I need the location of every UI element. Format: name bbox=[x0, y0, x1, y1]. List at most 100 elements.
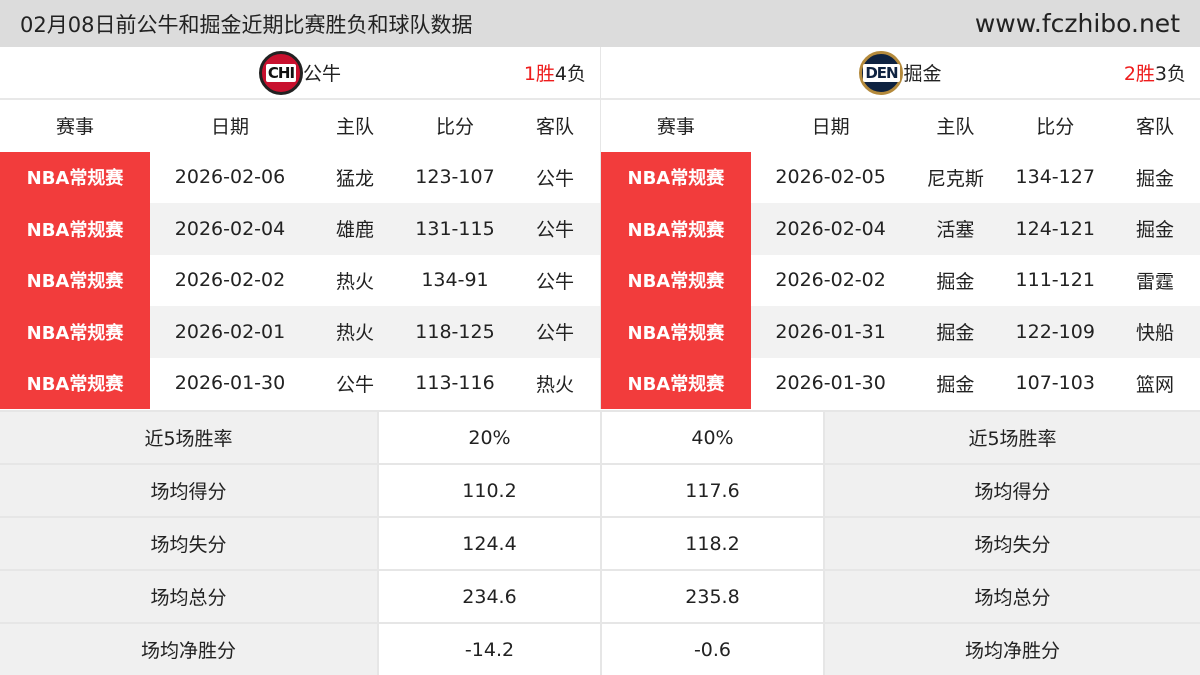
column-header: 主队 bbox=[936, 116, 975, 139]
column-header: 赛事 bbox=[55, 116, 94, 139]
home-team: 热火 bbox=[335, 322, 374, 345]
table-row: NBA常规赛 2026-01-30 公牛 113-116 热火 bbox=[0, 357, 600, 409]
stat-value-den: 117.6 bbox=[600, 465, 823, 516]
away-team: 公牛 bbox=[535, 322, 574, 345]
team-name[interactable]: 公牛 bbox=[302, 63, 341, 85]
score: 123-107 bbox=[415, 166, 495, 189]
team-logo: DEN bbox=[859, 50, 904, 95]
stats-table: 近5场胜率 20% 40% 近5场胜率 场均得分 110.2 117.6 场均得… bbox=[0, 410, 1200, 675]
title-bar: 02月08日前公牛和掘金近期比赛胜负和球队数据 www.fczhibo.net bbox=[0, 0, 1200, 47]
match-date: 2026-01-31 bbox=[775, 320, 886, 343]
stat-label: 场均总分 bbox=[823, 571, 1200, 622]
match-date: 2026-02-05 bbox=[775, 166, 886, 189]
away-team: 公牛 bbox=[535, 270, 574, 293]
score: 111-121 bbox=[1015, 269, 1095, 292]
home-team: 掘金 bbox=[936, 270, 975, 293]
wins: 2胜 bbox=[1123, 63, 1155, 85]
home-team: 活塞 bbox=[936, 219, 975, 242]
stat-value-chi: 234.6 bbox=[377, 571, 600, 622]
column-header: 比分 bbox=[435, 116, 474, 139]
stat-value-den: 118.2 bbox=[600, 518, 823, 569]
stat-value-chi: -14.2 bbox=[377, 624, 600, 675]
score: 113-116 bbox=[415, 372, 495, 395]
away-team: 公牛 bbox=[535, 167, 574, 190]
table-row: NBA常规赛 2026-01-30 掘金 107-103 篮网 bbox=[601, 357, 1200, 409]
league-badge[interactable]: NBA常规赛 bbox=[601, 254, 751, 306]
away-team: 掘金 bbox=[1136, 219, 1175, 242]
match-date: 2026-02-04 bbox=[174, 217, 286, 240]
league-badge[interactable]: NBA常规赛 bbox=[601, 151, 751, 203]
home-team: 掘金 bbox=[936, 373, 975, 396]
home-team: 尼克斯 bbox=[926, 167, 984, 190]
table-header: 赛事 日期 主队 比分 客队 bbox=[0, 100, 600, 152]
stat-value-chi: 110.2 bbox=[377, 465, 600, 516]
league-badge[interactable]: NBA常规赛 bbox=[601, 203, 751, 255]
table-row: NBA常规赛 2026-02-02 热火 134-91 公牛 bbox=[0, 254, 600, 306]
team-header: CHI 公牛 1胜4负 bbox=[0, 47, 600, 100]
table-row: NBA常规赛 2026-02-04 活塞 124-121 掘金 bbox=[601, 203, 1200, 255]
away-team: 雷霆 bbox=[1136, 270, 1175, 293]
stat-row: 场均总分 234.6 235.8 场均总分 bbox=[0, 569, 1200, 622]
losses: 3负 bbox=[1154, 63, 1186, 85]
column-header: 日期 bbox=[210, 116, 249, 139]
league-badge[interactable]: NBA常规赛 bbox=[0, 151, 150, 203]
losses: 4负 bbox=[554, 63, 586, 85]
stat-label: 场均得分 bbox=[0, 465, 377, 516]
stat-value-chi: 124.4 bbox=[377, 518, 600, 569]
match-date: 2026-02-01 bbox=[174, 320, 286, 343]
stat-value-den: 235.8 bbox=[600, 571, 823, 622]
team-record: 1胜4负 bbox=[524, 59, 586, 86]
team-header: DEN 掘金 2胜3负 bbox=[601, 47, 1200, 100]
column-header: 比分 bbox=[1036, 116, 1075, 139]
column-header: 日期 bbox=[811, 116, 850, 139]
column-header: 主队 bbox=[335, 116, 374, 139]
site-url[interactable]: www.fczhibo.net bbox=[974, 9, 1180, 38]
page-title: 02月08日前公牛和掘金近期比赛胜负和球队数据 bbox=[20, 12, 473, 37]
stat-label: 场均净胜分 bbox=[823, 624, 1200, 675]
match-date: 2026-01-30 bbox=[174, 372, 286, 395]
stat-value-chi: 20% bbox=[377, 412, 600, 463]
team-record: 2胜3负 bbox=[1124, 59, 1186, 86]
stat-label: 场均失分 bbox=[823, 518, 1200, 569]
stat-label: 场均净胜分 bbox=[0, 624, 377, 675]
score: 122-109 bbox=[1015, 320, 1095, 343]
home-team: 掘金 bbox=[936, 322, 975, 345]
stat-row: 场均净胜分 -14.2 -0.6 场均净胜分 bbox=[0, 622, 1200, 675]
stat-row: 近5场胜率 20% 40% 近5场胜率 bbox=[0, 410, 1200, 463]
stat-label: 近5场胜率 bbox=[823, 412, 1200, 463]
match-date: 2026-01-30 bbox=[775, 372, 886, 395]
team-logo: CHI bbox=[258, 50, 303, 95]
league-badge[interactable]: NBA常规赛 bbox=[0, 254, 150, 306]
stat-row: 场均得分 110.2 117.6 场均得分 bbox=[0, 463, 1200, 516]
league-badge[interactable]: NBA常规赛 bbox=[0, 357, 150, 409]
team-panel-chi: CHI 公牛 1胜4负 赛事 日期 主队 比分 客队 NBA常规赛 2026-02-06 猛龙… bbox=[0, 47, 600, 409]
table-row: NBA常规赛 2026-02-02 掘金 111-121 雷霆 bbox=[601, 254, 1200, 306]
league-badge[interactable]: NBA常规赛 bbox=[601, 357, 751, 409]
score: 124-121 bbox=[1015, 217, 1095, 240]
table-row: NBA常规赛 2026-02-06 猛龙 123-107 公牛 bbox=[0, 151, 600, 203]
score: 131-115 bbox=[415, 217, 495, 240]
home-team: 公牛 bbox=[335, 373, 374, 396]
home-team: 猛龙 bbox=[335, 167, 374, 190]
league-badge[interactable]: NBA常规赛 bbox=[601, 306, 751, 358]
league-badge[interactable]: NBA常规赛 bbox=[0, 203, 150, 255]
away-team: 掘金 bbox=[1136, 167, 1175, 190]
stat-label: 场均失分 bbox=[0, 518, 377, 569]
away-team: 热火 bbox=[535, 373, 574, 396]
away-team: 公牛 bbox=[535, 219, 574, 242]
table-row: NBA常规赛 2026-02-05 尼克斯 134-127 掘金 bbox=[601, 151, 1200, 203]
score: 134-127 bbox=[1015, 166, 1095, 189]
wins: 1胜 bbox=[523, 63, 555, 85]
column-header: 赛事 bbox=[656, 116, 695, 139]
match-date: 2026-02-02 bbox=[775, 269, 886, 292]
team-name[interactable]: 掘金 bbox=[903, 63, 942, 85]
stat-value-den: 40% bbox=[600, 412, 823, 463]
team-panel-den: DEN 掘金 2胜3负 赛事 日期 主队 比分 客队 NBA常规赛 2026-02-05 尼克… bbox=[600, 47, 1200, 409]
match-date: 2026-02-04 bbox=[775, 217, 886, 240]
stat-row: 场均失分 124.4 118.2 场均失分 bbox=[0, 516, 1200, 569]
league-badge[interactable]: NBA常规赛 bbox=[0, 306, 150, 358]
away-team: 快船 bbox=[1136, 322, 1175, 345]
stat-label: 场均总分 bbox=[0, 571, 377, 622]
score: 107-103 bbox=[1015, 372, 1095, 395]
score: 118-125 bbox=[415, 320, 495, 343]
